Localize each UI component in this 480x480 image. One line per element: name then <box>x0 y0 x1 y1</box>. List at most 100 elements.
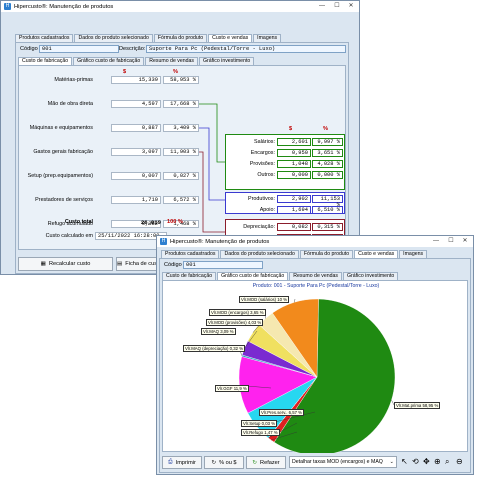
back-window-title: Hipercusto®: Manutenção de produtos <box>14 3 114 10</box>
calculator-icon: ▦ <box>40 261 46 267</box>
tab-formula[interactable]: Fórmula do produto <box>153 34 208 42</box>
descricao-field[interactable]: Suporte Para Pc (Pedestal/Torre - Luxo) <box>146 45 346 53</box>
percent-toggle-button[interactable]: ↻ % ou $ <box>204 456 244 469</box>
codigo-label: Código : <box>164 262 185 268</box>
detail-select[interactable]: Detalhar taxas MOD (encargos) e MAQ ⌄ <box>289 456 397 468</box>
descricao-label: Descrição: <box>119 46 146 52</box>
breakdown-percent: 3,651 % <box>312 149 343 157</box>
pie-slice-label: Vlr.MOD (provisões) 4,03 % <box>206 319 264 326</box>
cost-row-value: 0,887 <box>111 124 161 132</box>
pointer-tool-icon[interactable]: ↖ <box>401 457 408 466</box>
pie-slice-label: Vlr.MAQ 3,09 % <box>201 328 236 335</box>
tab-formula[interactable]: Fórmula do produto <box>299 250 354 258</box>
subtab-resumo-vendas[interactable]: Resumo de vendas <box>145 57 198 65</box>
tab-custo-vendas[interactable]: Custo e vendas <box>208 34 253 42</box>
breakdown-percent: 4,028 % <box>312 160 343 168</box>
pie-slice-label: Vlr.MOD (salários) 10 % <box>239 296 290 303</box>
cost-row-percent: 1,468 % <box>163 220 199 228</box>
pie-leader-line <box>391 400 395 406</box>
zoom-in-icon[interactable]: ⊕ <box>434 457 441 466</box>
connector-lines <box>199 103 225 233</box>
cost-row-label: Setup (prep.equipamentos) <box>27 173 93 179</box>
pie-leader-line <box>244 330 258 348</box>
tab-imagens[interactable]: Imagens <box>399 250 428 258</box>
cost-row-percent: 58,953 % <box>163 76 199 84</box>
subtab-grafico-investimento[interactable]: Gráfico investimento <box>343 272 399 280</box>
subtab-custo-fabricacao[interactable]: Custo de fabricação <box>18 57 73 65</box>
chevron-down-icon: ⌄ <box>389 459 394 465</box>
subtab-grafico-investimento[interactable]: Gráfico investimento <box>199 57 255 65</box>
breakdown-label: Produtivos: <box>248 196 275 202</box>
codigo-field[interactable]: 001 <box>39 45 119 53</box>
cost-row-label: Mão de obra direta <box>47 101 93 107</box>
close-icon[interactable]: ✕ <box>348 3 354 9</box>
breakdown-value: 0,950 <box>277 149 311 157</box>
chart-title: Produto: 001 - Suporte Para Pc (Pedestal… <box>252 283 380 289</box>
pie-leader-line <box>271 431 298 441</box>
breakdown-label: Salários: <box>254 139 275 145</box>
pie-slice <box>272 298 319 378</box>
pie-slice-label: Vlr.Setup 0,03 % <box>241 420 278 427</box>
back-main-tabs: Produtos cadastrados Dados do produto se… <box>15 34 282 42</box>
subtab-grafico-custo[interactable]: Gráfico custo de fabricação <box>217 272 289 280</box>
breakdown-percent: 6,510 % <box>312 206 343 214</box>
total-value: 26,019 <box>140 219 161 226</box>
back-sub-tabs: Custo de fabricação Gráfico custo de fab… <box>18 57 255 65</box>
tab-produtos-cadastrados[interactable]: Produtos cadastrados <box>161 250 220 258</box>
front-content: Código : 001 Custo de fabricação Gráfico… <box>159 258 471 473</box>
zoom-out-icon[interactable]: ⊖ <box>456 457 463 466</box>
cost-row-value: 3,097 <box>111 148 161 156</box>
breakdown-label: Outros: <box>257 172 275 178</box>
tab-produtos-cadastrados[interactable]: Produtos cadastrados <box>15 34 74 42</box>
minimize-icon[interactable]: — <box>433 238 439 244</box>
breakdown-value: 0,082 <box>277 223 311 231</box>
tab-dados-produto[interactable]: Dados do produto selecionado <box>220 250 299 258</box>
recalcular-button[interactable]: ▦ Recalcular custo <box>18 257 113 271</box>
zoom-icon[interactable]: ⌕ <box>445 457 450 466</box>
app-icon: H <box>4 3 11 10</box>
codigo-field[interactable]: 001 <box>183 261 263 269</box>
imprimir-button[interactable]: ⎙ Imprimir <box>162 456 202 469</box>
front-main-tabs: Produtos cadastrados Dados do produto se… <box>161 250 428 258</box>
subtab-custo-fabricacao[interactable]: Custo de fabricação <box>162 272 217 280</box>
breakdown-percent: 0,315 % <box>312 223 343 231</box>
cost-row-value: 4,597 <box>111 100 161 108</box>
percent-header: % <box>173 69 178 75</box>
rotate-tool-icon[interactable]: ⟲ <box>412 457 419 466</box>
back-window: H Hipercusto®: Manutenção de produtos — … <box>0 0 360 275</box>
back-content: Código : 001 Descrição: Suporte Para Pc … <box>15 42 349 274</box>
close-icon[interactable]: ✕ <box>462 238 468 244</box>
pie-slice-label: Vlr.GGF 11,9 % <box>215 385 249 392</box>
pie-slice-label: Vlr.Pres.serv.. 6,57 % <box>259 409 304 416</box>
tab-dados-produto[interactable]: Dados do produto selecionado <box>74 34 153 42</box>
pie-slice-label: Vlr.Refugo 1,47 % <box>241 429 280 436</box>
total-percent: 100 % <box>167 219 183 225</box>
currency-header: $ <box>123 69 127 75</box>
breakdown-value: 0,000 <box>277 171 311 179</box>
pie-slice-label: Vlr.MOD (encargos) 3,65 % <box>209 309 266 316</box>
tab-imagens[interactable]: Imagens <box>253 34 282 42</box>
codigo-label: Código : <box>20 46 41 52</box>
breakdown-percent: 9,997 % <box>312 138 343 146</box>
minimize-icon[interactable]: — <box>319 3 325 9</box>
subtab-grafico-custo[interactable]: Gráfico custo de fabricação <box>73 57 145 65</box>
front-titlebar: H Hipercusto®: Manutenção de produtos — … <box>157 236 473 247</box>
front-sub-tabs: Custo de fabricação Gráfico custo de fab… <box>162 272 399 280</box>
cost-row-value: 1,710 <box>111 196 161 204</box>
cost-row-label: Gastos gerais fabricação <box>33 149 93 155</box>
chart-toolbar: ⎙ Imprimir ↻ % ou $ ↻ Refazer Detalhar t… <box>162 455 468 471</box>
breakdown-value: 2,601 <box>277 138 311 146</box>
pie-chart <box>238 298 396 453</box>
front-window-title: Hipercusto®: Manutenção de produtos <box>170 238 270 245</box>
breakdown-label: Provisões: <box>249 161 275 167</box>
subtab-resumo-vendas[interactable]: Resumo de vendas <box>289 272 342 280</box>
maximize-icon[interactable]: ☐ <box>448 238 454 244</box>
refazer-button[interactable]: ↻ Refazer <box>246 456 286 469</box>
cost-row-label: Máquinas e equipamentos <box>29 125 93 131</box>
move-tool-icon[interactable]: ✥ <box>423 457 430 466</box>
total-label: Custo total <box>64 219 93 225</box>
maximize-icon[interactable]: ☐ <box>334 3 340 9</box>
cost-row-value: 15,339 <box>111 76 161 84</box>
tab-custo-vendas[interactable]: Custo e vendas <box>354 250 399 258</box>
cost-row-label: Matérias-primas <box>54 77 93 83</box>
